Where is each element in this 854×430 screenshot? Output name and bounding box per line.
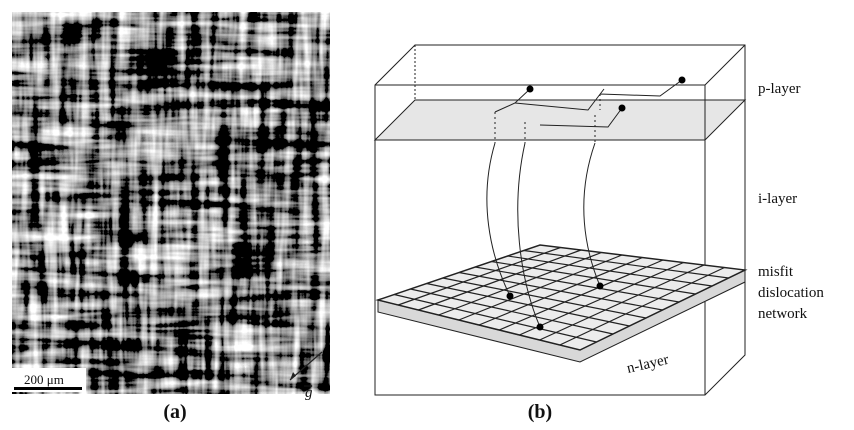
panel-a: 200 μm g (a): [12, 12, 330, 423]
network-label: misfit: [758, 264, 794, 280]
node: [597, 283, 604, 290]
caption: (b): [528, 401, 552, 423]
micrograph: [12, 12, 330, 394]
grid: [378, 245, 745, 362]
node: [679, 77, 686, 84]
figure: 200 μm g (a) p-layer i-layer misfit disl…: [0, 0, 854, 430]
scale-bar: [14, 387, 82, 390]
node: [537, 324, 544, 331]
panel-b: p-layer i-layer misfit dislocation netwo…: [375, 45, 824, 423]
scale-bar-label: 200 μm: [24, 372, 64, 387]
network-label: network: [758, 306, 808, 322]
network-label: dislocation: [758, 285, 824, 301]
p-layer-plane: [375, 100, 745, 140]
n-layer-label: n-layer: [625, 352, 670, 377]
i-layer-label: i-layer: [758, 191, 797, 207]
node: [507, 293, 514, 300]
vector-label: g: [305, 385, 313, 401]
node: [527, 86, 534, 93]
node: [619, 105, 626, 112]
p-layer-label: p-layer: [758, 81, 800, 97]
caption: (a): [163, 401, 186, 423]
